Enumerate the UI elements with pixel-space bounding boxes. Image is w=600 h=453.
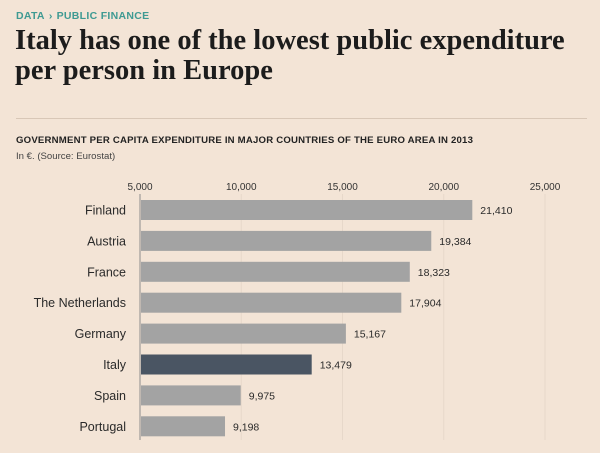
- breadcrumb-separator: ›: [48, 10, 53, 22]
- bar: [141, 230, 432, 251]
- x-tick-label: 20,000: [428, 182, 459, 193]
- bar: [141, 323, 346, 344]
- x-tick-label: 25,000: [530, 182, 561, 193]
- divider: [16, 118, 587, 119]
- page-title: Italy has one of the lowest public expen…: [15, 25, 565, 86]
- category-label: Spain: [94, 389, 126, 403]
- value-label: 18,323: [418, 267, 450, 279]
- breadcrumb-data-link[interactable]: DATA: [16, 10, 45, 22]
- value-label: 17,904: [409, 298, 441, 310]
- value-label: 19,384: [439, 236, 471, 248]
- x-tick-label: 15,000: [327, 182, 358, 193]
- bar: [141, 292, 402, 313]
- bar: [141, 416, 226, 437]
- chart-title: GOVERNMENT PER CAPITA EXPENDITURE IN MAJ…: [16, 135, 474, 146]
- value-label: 21,410: [480, 205, 512, 217]
- x-tick-label: 10,000: [226, 182, 257, 193]
- bar-highlighted: [141, 354, 312, 375]
- bar: [141, 261, 410, 282]
- value-label: 15,167: [354, 329, 386, 341]
- breadcrumb-public-finance-link[interactable]: PUBLIC FINANCE: [56, 10, 150, 22]
- x-tick-label: 5,000: [127, 182, 152, 193]
- value-label: 9,198: [233, 421, 259, 433]
- category-label: France: [87, 265, 126, 279]
- category-label: Portugal: [79, 420, 126, 434]
- bar: [141, 200, 473, 220]
- category-label: Germany: [75, 327, 127, 341]
- category-label: Italy: [103, 358, 127, 372]
- breadcrumb: DATA › PUBLIC FINANCE: [16, 10, 149, 22]
- category-label: Austria: [87, 234, 126, 248]
- category-label: Finland: [85, 204, 126, 218]
- bar: [141, 385, 241, 406]
- value-label: 13,479: [320, 360, 352, 372]
- category-label: The Netherlands: [34, 296, 126, 310]
- chart-subtitle: In €. (Source: Eurostat): [16, 151, 116, 162]
- value-label: 9,975: [249, 390, 275, 402]
